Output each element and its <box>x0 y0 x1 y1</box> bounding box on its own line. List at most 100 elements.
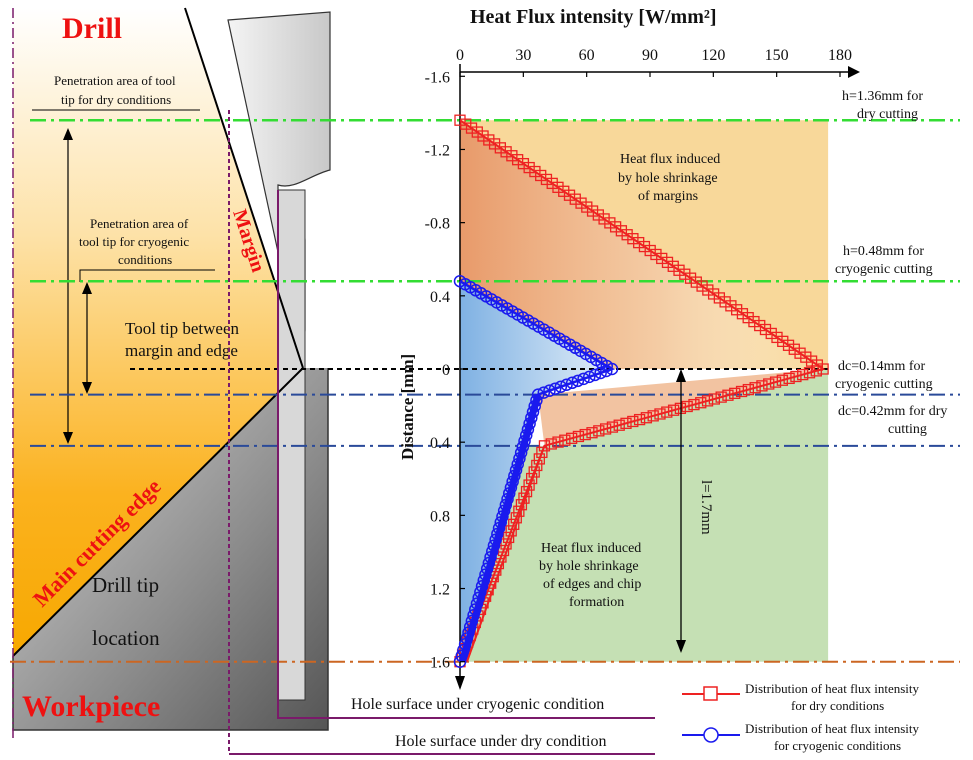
dry-series-marker <box>609 221 622 233</box>
dry-series-marker <box>794 347 806 359</box>
dry-series-marker <box>810 365 822 377</box>
dry-series-marker <box>719 296 731 308</box>
dry-series-marker <box>715 391 727 403</box>
dry-series-marker <box>592 209 604 221</box>
legend: Distribution of heat flux intensity for … <box>682 681 920 753</box>
x-tick-label: 150 <box>765 47 789 64</box>
dry-series-marker <box>644 244 656 257</box>
dry-series-marker <box>722 389 734 401</box>
dry-series-marker <box>488 138 501 150</box>
dry-series-marker <box>656 252 668 265</box>
heat-flux-chart: 0 30 60 90 120 150 180 -1.6 -1.2 -0.8 0.4 0 0.4 0.8 1.… <box>10 47 960 690</box>
drill-label: Drill <box>62 12 122 45</box>
cryo-series-marker <box>537 386 551 399</box>
cryo-series-marker <box>571 374 585 388</box>
dry-series-marker <box>523 161 535 174</box>
x-axis-title: Heat Flux intensity [W/mm²] <box>470 6 717 28</box>
dry-series-marker <box>531 459 543 472</box>
hole-surface-cryo-label: Hole surface under cryogenic condition <box>351 696 604 713</box>
dry-series-marker <box>558 185 570 197</box>
y-tick-label: 1.6 <box>430 655 450 672</box>
dry-series-marker <box>533 453 545 465</box>
dry-series-marker <box>586 205 599 217</box>
legend-dry-label-1: Distribution of heat flux intensity <box>745 681 920 696</box>
h-dry-label-2: dry cutting <box>857 107 918 122</box>
dry-series-marker <box>494 142 506 154</box>
dry-series-marker <box>569 193 581 205</box>
penetration-dry-arrowhead-bottom <box>63 432 73 444</box>
dry-series-marker <box>783 372 795 385</box>
dry-series-marker <box>647 410 659 422</box>
dry-series-marker <box>776 374 788 386</box>
dry-series-marker <box>471 126 483 138</box>
dry-series-marker <box>575 197 587 209</box>
dry-series-marker <box>756 380 768 392</box>
dry-series-marker <box>454 114 466 126</box>
dry-series-marker <box>604 217 616 229</box>
dry-series-marker <box>535 169 547 182</box>
dry-series-marker <box>506 150 518 162</box>
h-dry-label-1: h=1.36mm for <box>842 89 923 104</box>
dry-series-marker <box>690 276 702 288</box>
dry-series-marker <box>782 339 795 351</box>
dry-series-marker <box>500 538 512 550</box>
dry-series-marker <box>563 189 576 201</box>
cryo-series-marker <box>543 384 556 397</box>
drill-tip-location-label-1: Drill tip <box>92 573 159 597</box>
penetration-cryo-leader <box>79 269 215 282</box>
dry-series-marker <box>763 378 775 390</box>
cryo-series-lower-segment <box>459 393 542 663</box>
dry-series-marker <box>811 359 823 371</box>
heat-flux-margins-label-1: Heat flux induced <box>620 152 720 167</box>
dry-series-marker <box>650 248 662 261</box>
dry-series-marker <box>627 415 639 428</box>
dry-series-marker <box>742 312 754 324</box>
dry-series-marker <box>627 233 639 245</box>
dry-series-marker <box>749 382 761 394</box>
cryo-series-marker <box>588 368 602 382</box>
x-tick-label: 30 <box>515 47 531 64</box>
dc-cryo-label-1: dc=0.14mm for <box>838 359 926 374</box>
y-tick-label: 0.8 <box>430 508 450 525</box>
dry-series-marker <box>638 240 651 253</box>
dry-series-marker <box>511 154 524 166</box>
l-dimension-label: l=1.7mm <box>698 480 714 535</box>
x-tick-label: 180 <box>828 47 852 64</box>
main-edge-line <box>12 367 304 657</box>
y-axis-arrowhead <box>455 676 465 690</box>
dry-series-marker <box>800 351 812 363</box>
dry-series-marker <box>559 434 571 446</box>
tool-tip-between-label-1: Tool tip between <box>125 319 240 338</box>
x-tick-label: 0 <box>456 47 464 64</box>
dry-series-marker <box>735 385 748 398</box>
hole-surface-cryo-line <box>277 190 655 719</box>
dc-cryo-label-2: cryogenic cutting <box>835 377 933 392</box>
drill-tip-location-label-2: location <box>92 626 160 650</box>
dry-series-marker <box>546 177 558 190</box>
dry-series-marker <box>460 118 472 130</box>
dry-series-marker <box>688 398 700 411</box>
y-tick-label: 1.2 <box>430 582 450 599</box>
dry-series-marker <box>540 173 553 186</box>
dry-series-marker <box>545 438 557 450</box>
dry-series-marker <box>708 393 721 405</box>
dry-series-marker <box>581 201 593 213</box>
y-tick-label: 0.4 <box>430 289 450 306</box>
dry-series-marker <box>483 134 495 146</box>
dry-series-marker <box>754 319 766 332</box>
dry-series-marker <box>497 544 510 557</box>
dry-series-marker <box>661 406 673 418</box>
dry-series-marker <box>777 335 789 348</box>
dry-series-marker <box>790 370 802 383</box>
legend-dry-marker <box>703 686 718 701</box>
dry-series-marker <box>769 376 782 388</box>
penetration-cryo-arrowhead-top <box>82 282 92 294</box>
dry-series-marker <box>681 400 693 413</box>
dry-series-marker <box>797 368 809 381</box>
dry-series-marker <box>552 181 564 193</box>
y-tick-label: -1.2 <box>425 142 450 159</box>
penetration-dry-label-2: tip for dry conditions <box>61 92 171 107</box>
y-tick-label: -0.8 <box>425 216 450 233</box>
dry-series-marker <box>586 427 598 439</box>
dry-series-marker <box>538 440 551 452</box>
